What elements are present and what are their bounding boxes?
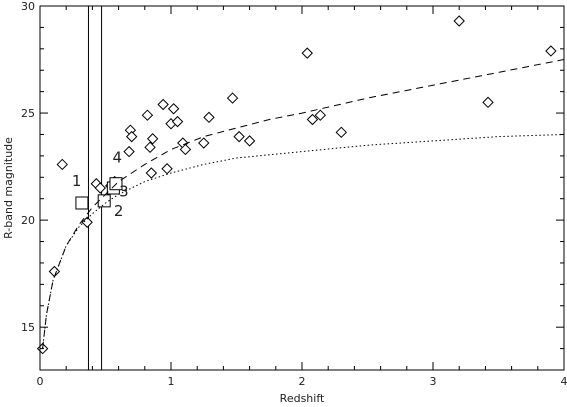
x-tick-label: 1 — [168, 375, 175, 388]
diamond-point — [198, 137, 210, 149]
x-tick-label: 3 — [430, 375, 437, 388]
diamond-point — [167, 103, 180, 115]
diamond-point — [125, 130, 138, 143]
point-annotation-3: 3 — [119, 183, 129, 201]
x-tick-label: 2 — [299, 375, 306, 388]
diamond-point — [144, 141, 156, 154]
diamond-point — [482, 96, 494, 109]
diamond-point — [233, 130, 245, 143]
diamond-point — [203, 111, 215, 124]
y-tick-label: 25 — [21, 107, 35, 120]
diamond-point — [94, 182, 106, 194]
plot-content: 1 23 4 — [36, 6, 564, 370]
diamond-point — [335, 126, 348, 139]
x-tick-label: 0 — [37, 375, 44, 388]
diamond-point — [226, 92, 239, 104]
point-annotation-4: 4 — [113, 148, 123, 166]
y-tick-label: 30 — [21, 0, 35, 13]
diamond-point — [179, 143, 192, 156]
square-point — [97, 194, 111, 208]
y-axis-label: R-band magnitude — [2, 137, 15, 239]
diamond-point — [314, 109, 327, 121]
diamond-point — [545, 45, 557, 57]
point-annotation-1: 1 — [72, 172, 82, 190]
y-axis-ticks: 15 20 25 30 — [21, 0, 564, 371]
diamond-point — [171, 115, 184, 128]
diamond-point — [301, 47, 313, 59]
diamond-point — [157, 98, 169, 111]
diamond-point — [48, 265, 61, 278]
y-tick-label: 15 — [21, 321, 35, 334]
y-tick-label: 20 — [21, 214, 35, 227]
diamond-point — [243, 135, 256, 147]
x-axis-label: Redshift — [280, 392, 325, 405]
dotted-model-curve — [42, 134, 564, 349]
diamond-point — [145, 167, 158, 179]
x-tick-label: 4 — [561, 375, 567, 388]
diamond-point — [306, 113, 319, 126]
dashed-model-curve — [42, 59, 564, 349]
diamond-point — [146, 133, 159, 145]
diamond-point — [141, 109, 154, 121]
diamond-point — [56, 158, 68, 171]
square-point — [75, 196, 89, 210]
point-annotation-2: 2 — [114, 202, 124, 220]
diamond-point — [81, 216, 93, 228]
diamond-point — [161, 163, 173, 175]
diamond-point — [123, 145, 135, 158]
diamond-point — [453, 15, 465, 27]
